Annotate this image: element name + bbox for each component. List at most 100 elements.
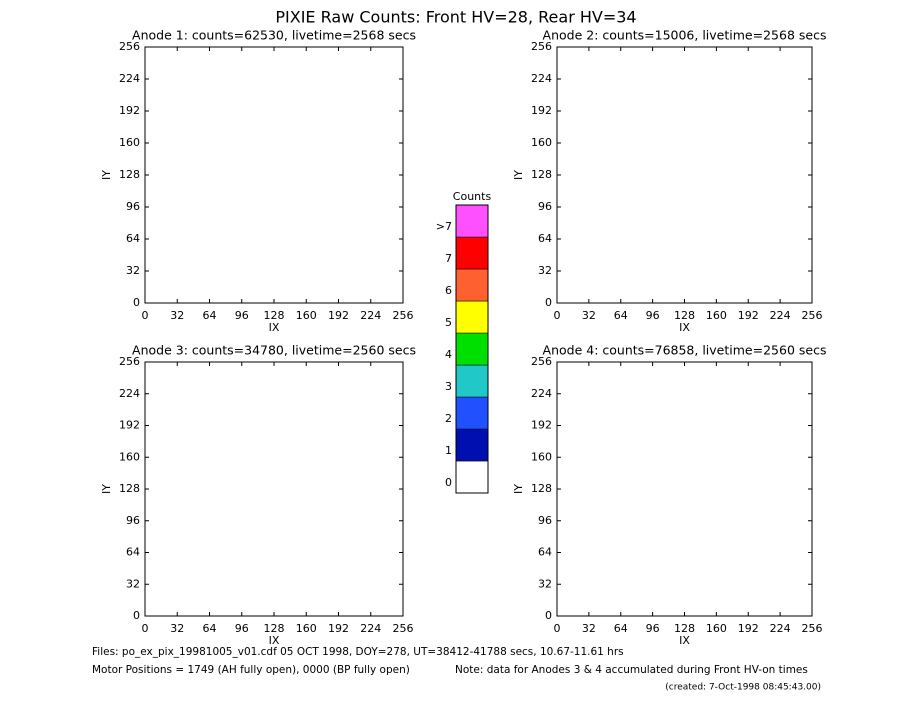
colorbar-swatch xyxy=(455,268,489,302)
colorbar-swatch xyxy=(455,332,489,366)
x-tick-label: 192 xyxy=(738,622,759,635)
footer-files: Files: po_ex_pix_19981005_v01.cdf 05 OCT… xyxy=(92,646,624,658)
footer-created: (created: 7-Oct-1998 08:45:43.00) xyxy=(665,683,821,693)
x-tick-label: 64 xyxy=(614,309,628,322)
x-tick-label: 224 xyxy=(770,622,791,635)
footer-motor: Motor Positions = 1749 (AH fully open), … xyxy=(92,664,410,676)
page-title: PIXIE Raw Counts: Front HV=28, Rear HV=3… xyxy=(275,8,636,27)
panel-title: Anode 4: counts=76858, livetime=2560 sec… xyxy=(543,343,827,358)
x-tick-label: 96 xyxy=(235,309,249,322)
y-tick-label: 32 xyxy=(538,264,552,277)
y-tick-label: 32 xyxy=(126,577,140,590)
x-tick-label: 128 xyxy=(264,309,285,322)
colorbar-label: 6 xyxy=(445,284,452,297)
colorbar-title: Counts xyxy=(453,190,492,203)
plot-frame xyxy=(556,361,813,617)
x-tick-label: 128 xyxy=(264,622,285,635)
y-tick-label: 0 xyxy=(133,296,140,309)
x-tick-label: 160 xyxy=(706,622,727,635)
colorbar-label: 1 xyxy=(445,444,452,457)
y-tick-label: 0 xyxy=(545,609,552,622)
y-tick-label: 160 xyxy=(531,136,552,149)
x-tick-label: 128 xyxy=(674,309,695,322)
plot-frame xyxy=(144,361,404,617)
colorbar-label: 2 xyxy=(445,412,452,425)
x-tick-label: 32 xyxy=(170,309,184,322)
x-tick-label: 64 xyxy=(614,622,628,635)
colorbar-swatch xyxy=(455,460,489,494)
x-tick-label: 224 xyxy=(360,622,381,635)
y-tick-label: 64 xyxy=(538,232,552,245)
y-tick-label: 0 xyxy=(133,609,140,622)
colorbar-frame xyxy=(455,204,489,494)
y-tick-label: 256 xyxy=(531,355,552,368)
x-tick-label: 128 xyxy=(674,622,695,635)
panel-title: Anode 2: counts=15006, livetime=2568 sec… xyxy=(543,28,827,43)
x-tick-label: 64 xyxy=(203,309,217,322)
colorbar-swatch xyxy=(455,428,489,462)
colorbar-label: 7 xyxy=(445,252,452,265)
y-tick-label: 32 xyxy=(126,264,140,277)
y-tick-label: 160 xyxy=(119,136,140,149)
y-tick-label: 160 xyxy=(531,450,552,463)
y-tick-label: 64 xyxy=(126,546,140,559)
x-tick-label: 64 xyxy=(203,622,217,635)
x-tick-label: 0 xyxy=(142,309,149,322)
x-tick-label: 160 xyxy=(296,309,317,322)
x-tick-label: 160 xyxy=(296,622,317,635)
y-tick-label: 256 xyxy=(531,40,552,53)
y-tick-label: 192 xyxy=(119,419,140,432)
panel-title: Anode 3: counts=34780, livetime=2560 sec… xyxy=(132,343,416,358)
x-tick-label: 256 xyxy=(393,622,414,635)
y-axis-label: IY xyxy=(100,484,113,494)
colorbar-swatch xyxy=(455,204,489,238)
colorbar-swatch xyxy=(455,364,489,398)
x-tick-label: 256 xyxy=(393,309,414,322)
y-tick-label: 224 xyxy=(119,72,140,85)
x-tick-label: 192 xyxy=(328,622,349,635)
y-tick-label: 96 xyxy=(538,200,552,213)
x-tick-label: 256 xyxy=(802,309,823,322)
colorbar-swatch xyxy=(455,236,489,270)
y-tick-label: 128 xyxy=(531,482,552,495)
y-tick-label: 224 xyxy=(531,72,552,85)
y-tick-label: 256 xyxy=(119,355,140,368)
x-tick-label: 256 xyxy=(802,622,823,635)
y-axis-label: IY xyxy=(100,170,113,180)
footer-note: Note: data for Anodes 3 & 4 accumulated … xyxy=(455,664,808,676)
colorbar-swatch xyxy=(455,300,489,334)
x-tick-label: 0 xyxy=(554,309,561,322)
x-axis-label: IX xyxy=(679,321,690,334)
y-tick-label: 128 xyxy=(531,168,552,181)
x-tick-label: 96 xyxy=(646,622,660,635)
colorbar-label: 0 xyxy=(445,476,452,489)
x-axis-label: IX xyxy=(679,634,690,647)
x-tick-label: 96 xyxy=(235,622,249,635)
colorbar-label: >7 xyxy=(436,220,452,233)
x-axis-label: IX xyxy=(269,634,280,647)
y-tick-label: 96 xyxy=(126,200,140,213)
x-axis-label: IX xyxy=(269,321,280,334)
colorbar-label: 3 xyxy=(445,380,452,393)
y-axis-label: IY xyxy=(512,484,525,494)
y-tick-label: 192 xyxy=(531,104,552,117)
y-tick-label: 64 xyxy=(126,232,140,245)
x-tick-label: 224 xyxy=(360,309,381,322)
y-tick-label: 96 xyxy=(538,514,552,527)
y-tick-label: 128 xyxy=(119,482,140,495)
y-tick-label: 224 xyxy=(119,387,140,400)
x-tick-label: 192 xyxy=(738,309,759,322)
y-tick-label: 224 xyxy=(531,387,552,400)
colorbar-label: 4 xyxy=(445,348,452,361)
y-tick-label: 256 xyxy=(119,40,140,53)
y-tick-label: 32 xyxy=(538,577,552,590)
x-tick-label: 32 xyxy=(170,622,184,635)
x-tick-label: 224 xyxy=(770,309,791,322)
y-tick-label: 192 xyxy=(119,104,140,117)
x-tick-label: 32 xyxy=(582,622,596,635)
x-tick-label: 160 xyxy=(706,309,727,322)
x-tick-label: 32 xyxy=(582,309,596,322)
y-tick-label: 64 xyxy=(538,546,552,559)
y-tick-label: 96 xyxy=(126,514,140,527)
panel-title: Anode 1: counts=62530, livetime=2568 sec… xyxy=(132,28,416,43)
